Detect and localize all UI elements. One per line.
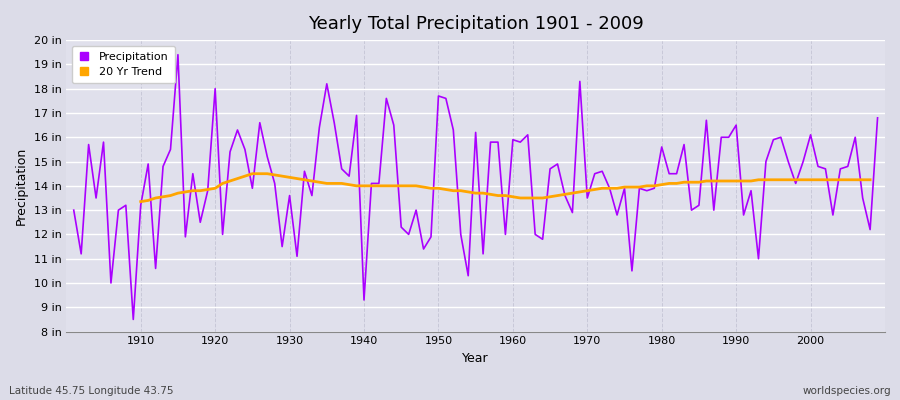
Y-axis label: Precipitation: Precipitation	[15, 147, 28, 225]
Legend: Precipitation, 20 Yr Trend: Precipitation, 20 Yr Trend	[72, 46, 175, 84]
Text: worldspecies.org: worldspecies.org	[803, 386, 891, 396]
X-axis label: Year: Year	[463, 352, 489, 365]
Title: Yearly Total Precipitation 1901 - 2009: Yearly Total Precipitation 1901 - 2009	[308, 15, 644, 33]
Text: Latitude 45.75 Longitude 43.75: Latitude 45.75 Longitude 43.75	[9, 386, 174, 396]
